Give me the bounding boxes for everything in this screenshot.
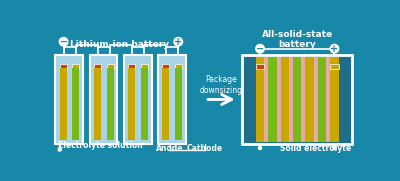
Text: Solid electrolyte: Solid electrolyte: [280, 144, 351, 153]
Text: +: +: [330, 44, 338, 54]
Bar: [72, 64, 80, 69]
Circle shape: [174, 37, 182, 46]
Circle shape: [58, 148, 61, 151]
Bar: [175, 68, 182, 140]
Bar: [256, 57, 264, 142]
Bar: [305, 57, 314, 142]
Text: −: −: [60, 37, 68, 47]
Bar: [60, 64, 67, 69]
Bar: [124, 55, 152, 144]
Bar: [242, 55, 352, 144]
Bar: [318, 57, 326, 142]
Bar: [94, 68, 101, 140]
Bar: [330, 64, 339, 69]
Bar: [330, 57, 339, 142]
Text: Package
downsizing: Package downsizing: [200, 75, 243, 95]
Circle shape: [333, 146, 336, 150]
Bar: [72, 68, 80, 140]
Circle shape: [59, 37, 68, 46]
Bar: [256, 64, 264, 69]
Bar: [162, 64, 169, 69]
Bar: [162, 68, 169, 140]
Bar: [289, 57, 293, 142]
Bar: [158, 55, 186, 144]
Bar: [141, 68, 148, 140]
Text: All-solid-state
battery: All-solid-state battery: [262, 30, 333, 49]
Text: Cathode: Cathode: [187, 144, 223, 153]
Bar: [277, 57, 280, 142]
Text: −: −: [256, 44, 264, 54]
Bar: [128, 68, 135, 140]
Circle shape: [258, 146, 262, 150]
Bar: [106, 68, 114, 140]
Text: +: +: [174, 37, 182, 47]
Text: Electrolyte solution: Electrolyte solution: [58, 141, 143, 150]
Bar: [141, 64, 148, 69]
Bar: [264, 57, 268, 142]
Circle shape: [256, 44, 264, 53]
Bar: [128, 64, 135, 69]
Text: Anode: Anode: [156, 144, 184, 153]
Bar: [293, 57, 302, 142]
Bar: [280, 57, 289, 142]
Bar: [106, 64, 114, 69]
Bar: [60, 68, 67, 140]
Circle shape: [330, 44, 339, 53]
Bar: [90, 55, 118, 144]
Bar: [175, 64, 182, 69]
Bar: [326, 57, 330, 142]
Text: Lithium-ion battery: Lithium-ion battery: [70, 40, 169, 49]
Bar: [94, 64, 101, 69]
Bar: [56, 55, 83, 144]
Bar: [302, 57, 305, 142]
Bar: [314, 57, 318, 142]
Bar: [268, 57, 277, 142]
